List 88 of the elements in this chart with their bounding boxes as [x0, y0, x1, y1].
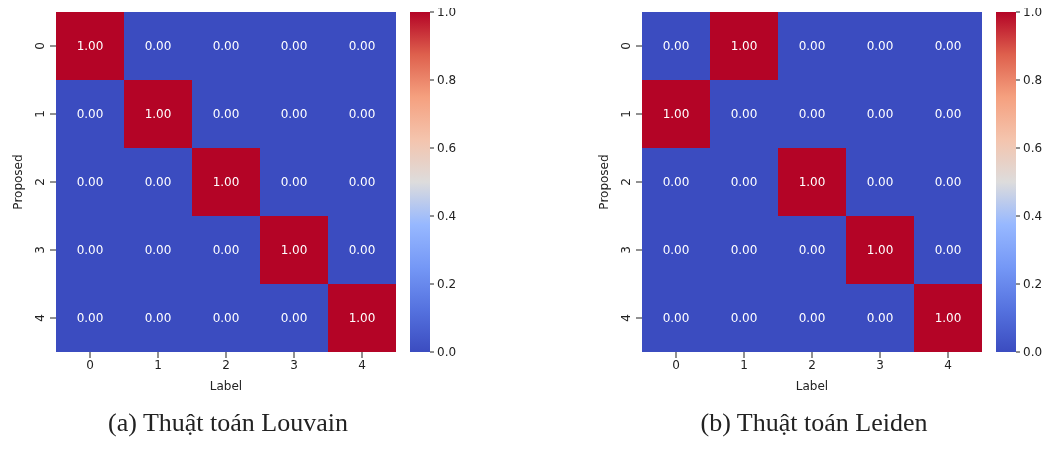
- x-tick-label: 3: [290, 357, 298, 372]
- y-tick-label: 4: [33, 314, 47, 322]
- data-label: 0.00: [348, 175, 376, 190]
- data-label: 1.00: [144, 107, 172, 122]
- data-label: 1.00: [280, 243, 308, 258]
- data-label: 0.00: [144, 243, 172, 258]
- x-tick-label: 1: [740, 357, 748, 372]
- data-label: 0.00: [662, 311, 690, 326]
- color-bar-label: 1.0: [437, 5, 457, 20]
- y-tick-label: 0: [33, 42, 47, 50]
- data-label: 0.00: [348, 243, 376, 258]
- y-tick-label: 4: [619, 314, 633, 322]
- x-tick-label: 4: [944, 357, 952, 372]
- data-label: 0.00: [866, 311, 894, 326]
- color-bar-label: 1.0: [1023, 5, 1043, 20]
- data-label: 0.00: [866, 175, 894, 190]
- x-axis-title: Label: [795, 379, 829, 393]
- color-bar-label: 0.6: [437, 141, 457, 156]
- y-axis-title: Proposed: [597, 154, 612, 210]
- data-label: 0.00: [798, 39, 826, 54]
- data-label: 0.00: [144, 311, 172, 326]
- data-label: 0.00: [212, 243, 240, 258]
- data-label: 0.00: [76, 311, 104, 326]
- y-tick-label: 3: [619, 246, 633, 254]
- data-label: 0.00: [866, 107, 894, 122]
- data-label: 1.00: [730, 39, 758, 54]
- x-tick-label: 0: [672, 357, 680, 372]
- y-tick-label: 1: [619, 110, 633, 118]
- data-label: 0.00: [76, 175, 104, 190]
- color-bar-label: 0.8: [437, 73, 457, 88]
- text: (b) Thuật toán Leiden: [699, 408, 929, 438]
- data-label: 0.00: [280, 107, 308, 122]
- text: (a) Thuật toán Louvain: [107, 408, 349, 438]
- data-label: 0.00: [934, 107, 962, 122]
- data-label: 1.00: [662, 107, 690, 122]
- data-label: 0.00: [662, 243, 690, 258]
- data-label: 1.00: [348, 311, 376, 326]
- data-label: 0.00: [934, 39, 962, 54]
- data-label: 0.00: [212, 39, 240, 54]
- color-bar-label: 0.2: [1023, 277, 1043, 292]
- data-label: 0.00: [144, 175, 172, 190]
- x-tick-label: 4: [358, 357, 366, 372]
- data-label: 0.00: [662, 39, 690, 54]
- y-tick-label: 2: [619, 178, 633, 186]
- data-label: 0.00: [76, 243, 104, 258]
- x-tick-label: 3: [876, 357, 884, 372]
- x-tick-label: 1: [154, 357, 162, 372]
- color-bar-label: 0.0: [437, 345, 457, 360]
- data-label: 0.00: [280, 175, 308, 190]
- y-tick-label: 2: [33, 178, 47, 186]
- data-label: 0.00: [280, 311, 308, 326]
- x-tick-label: 2: [222, 357, 230, 372]
- data-label: 0.00: [348, 39, 376, 54]
- data-label: 0.00: [730, 107, 758, 122]
- data-label: 0.00: [348, 107, 376, 122]
- data-label: 0.00: [662, 175, 690, 190]
- data-label: 0.00: [798, 107, 826, 122]
- x-tick-label: 0: [86, 357, 94, 372]
- data-label: 0.00: [866, 39, 894, 54]
- color-bar-label: 0.2: [437, 277, 457, 292]
- y-tick-label: 1: [33, 110, 47, 118]
- color-bar-label: 0.8: [1023, 73, 1043, 88]
- color-bar-label: 0.0: [1023, 345, 1043, 360]
- data-label: 0.00: [280, 39, 308, 54]
- data-label: 1.00: [798, 175, 826, 190]
- data-label: 0.00: [730, 243, 758, 258]
- data-label: 0.00: [730, 311, 758, 326]
- x-axis-title: Label: [209, 379, 243, 393]
- y-tick-label: 3: [33, 246, 47, 254]
- data-label: 0.00: [934, 243, 962, 258]
- data-label: 0.00: [730, 175, 758, 190]
- data-label: 1.00: [866, 243, 894, 258]
- color-bar-label: 0.4: [437, 209, 457, 224]
- data-label: 0.00: [798, 311, 826, 326]
- data-label: 0.00: [144, 39, 172, 54]
- y-axis-title: Proposed: [11, 154, 26, 210]
- data-label: 1.00: [212, 175, 240, 190]
- data-label: 0.00: [76, 107, 104, 122]
- y-tick-label: 0: [619, 42, 633, 50]
- color-bar-label: 0.6: [1023, 141, 1043, 156]
- color-bar-label: 0.4: [1023, 209, 1043, 224]
- data-label: 1.00: [76, 39, 104, 54]
- data-label: 1.00: [934, 311, 962, 326]
- data-label: 0.00: [934, 175, 962, 190]
- data-label: 0.00: [212, 107, 240, 122]
- data-label: 0.00: [212, 311, 240, 326]
- x-tick-label: 2: [808, 357, 816, 372]
- data-label: 0.00: [798, 243, 826, 258]
